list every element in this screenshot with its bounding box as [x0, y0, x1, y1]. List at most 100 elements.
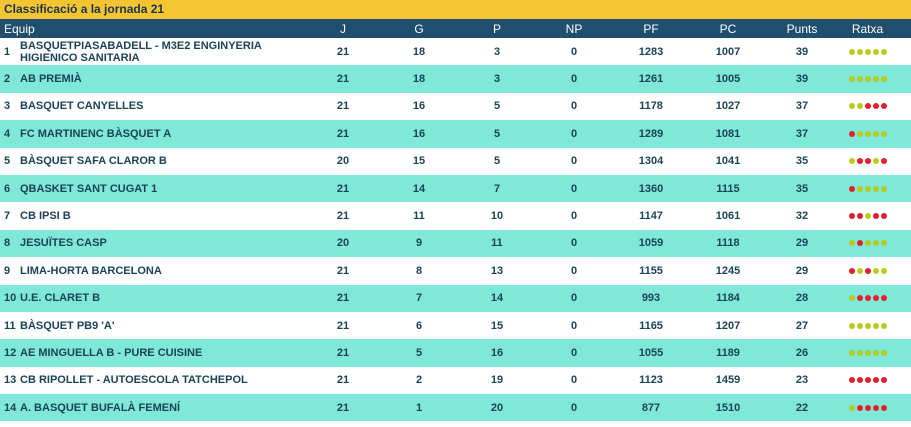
team-name[interactable]: BÀSQUET PB9 'A' [20, 319, 115, 332]
position: 11 [4, 319, 16, 332]
team-cell: 6 QBASKET SANT CUGAT 1 [0, 183, 320, 195]
standing-points: 28 [795, 292, 809, 305]
streak [824, 103, 911, 110]
table-row[interactable]: 6 QBASKET SANT CUGAT 1 21 14 7 0 1360 1115 35 [0, 174, 911, 203]
points-for: 1304 [638, 155, 664, 168]
games-played: 21 [336, 319, 350, 332]
team-name[interactable]: CB RIPOLLET - AUTOESCOLA TATCHEPOL [20, 374, 248, 387]
win-dot-icon [856, 103, 863, 110]
games-not-played: 0 [570, 100, 578, 113]
standing-points: 26 [795, 346, 809, 359]
win-dot-icon [880, 267, 887, 274]
games-lost: 3 [493, 73, 501, 86]
team-name[interactable]: FC MARTINENC BÀSQUET A [20, 127, 172, 140]
games-lost: 16 [490, 346, 504, 359]
table-row[interactable]: 7 CB IPSI B 21 11 10 0 1147 1061 32 [0, 202, 911, 230]
win-dot-icon [872, 349, 879, 356]
team-name[interactable]: AE MINGUELLA B - PURE CUISINE [20, 346, 203, 359]
header-p: P [492, 21, 501, 36]
table-row[interactable]: 9 LIMA-HORTA BARCELONA 21 8 13 0 1155 1245 29 [0, 257, 911, 285]
table-row[interactable]: 4 FC MARTINENC BÀSQUET A 21 16 5 0 1289 1081 37 [0, 120, 911, 148]
win-dot-icon [864, 240, 871, 247]
team-name[interactable]: LIMA-HORTA BARCELONA [20, 264, 162, 277]
games-lost: 13 [490, 264, 504, 277]
games-not-played: 0 [570, 45, 578, 58]
header-pf: PF [643, 21, 659, 36]
header-punts: Punts [786, 21, 818, 36]
table-row[interactable]: 12 AE MINGUELLA B - PURE CUISINE 21 5 16 0 105… [0, 339, 911, 367]
win-dot-icon [880, 76, 887, 83]
win-dot-icon [872, 267, 879, 274]
loss-dot-icon [872, 103, 879, 110]
win-dot-icon [880, 322, 887, 329]
team-name[interactable]: AB PREMIÀ [20, 73, 82, 86]
games-lost: 7 [493, 182, 501, 195]
win-dot-icon [872, 48, 879, 55]
table-row[interactable]: 1 BASQUETPIASABADELL - M3E2 ENGINYERIA HI… [0, 38, 911, 66]
win-dot-icon [880, 185, 887, 192]
position: 6 [4, 182, 11, 195]
loss-dot-icon [848, 185, 855, 192]
win-dot-icon [872, 130, 879, 137]
loss-dot-icon [856, 240, 863, 247]
games-played: 21 [336, 346, 350, 359]
games-lost: 3 [493, 45, 501, 58]
table-row[interactable]: 3 BASQUET CANYELLES 21 16 5 0 1178 1027 37 [0, 92, 911, 121]
streak [824, 48, 911, 55]
points-for: 1261 [638, 73, 664, 86]
header-j: J [340, 21, 346, 36]
loss-dot-icon [872, 295, 879, 302]
loss-dot-icon [880, 377, 887, 384]
win-dot-icon [856, 185, 863, 192]
games-won: 2 [415, 374, 423, 387]
loss-dot-icon [856, 295, 863, 302]
team-name[interactable]: A. BASQUET BUFALÀ FEMENÍ [20, 401, 181, 414]
team-name[interactable]: BÀSQUET SAFA CLAROR B [20, 155, 167, 168]
loss-dot-icon [856, 158, 863, 165]
table-row[interactable]: 8 JESUÏTES CASP 20 9 11 0 1059 1118 29 [0, 229, 911, 258]
win-dot-icon [856, 130, 863, 137]
header-ratxa: Ratxa [851, 21, 884, 36]
table-row[interactable]: 13 CB RIPOLLET - AUTOESCOLA TATCHEPOL 21 2 1… [0, 366, 911, 395]
team-name[interactable]: JESUÏTES CASP [20, 237, 107, 250]
standing-points: 39 [795, 45, 809, 58]
points-against: 1189 [716, 346, 740, 359]
table-row[interactable]: 5 BÀSQUET SAFA CLAROR B 20 15 5 0 1304 1041 35 [0, 147, 911, 175]
streak [824, 240, 911, 247]
loss-dot-icon [864, 377, 871, 384]
team-name[interactable]: BASQUET CANYELLES [20, 100, 144, 113]
games-not-played: 0 [570, 264, 578, 277]
table-row[interactable]: 11 BÀSQUET PB9 'A' 21 6 15 0 1165 1207 27 [0, 311, 911, 340]
win-dot-icon [848, 158, 855, 165]
position: 12 [4, 346, 17, 359]
team-name[interactable]: QBASKET SANT CUGAT 1 [20, 182, 158, 195]
team-name[interactable]: U.E. CLARET B [20, 292, 101, 305]
team-name[interactable]: BASQUETPIASABADELL - M3E2 ENGINYERIA HIG… [20, 39, 262, 64]
games-lost: 5 [493, 127, 501, 140]
win-dot-icon [864, 130, 871, 137]
standing-points: 39 [795, 73, 809, 86]
team-cell: 1 BASQUETPIASABADELL - M3E2 ENGINYERIA HI… [0, 40, 320, 64]
table-row[interactable]: 14 A. BASQUET BUFALÀ FEMENÍ 21 1 20 0 877 1510 2… [0, 394, 911, 422]
games-played: 21 [336, 127, 350, 140]
loss-dot-icon [880, 103, 887, 110]
table-row[interactable]: 2 AB PREMIÀ 21 18 3 0 1261 1005 39 [0, 65, 911, 93]
games-played: 21 [336, 374, 350, 387]
games-won: 7 [415, 292, 423, 305]
team-cell: 5 BÀSQUET SAFA CLAROR B [0, 155, 320, 167]
table-row[interactable]: 10 U.E. CLARET B 21 7 14 0 993 1184 28 [0, 284, 911, 312]
games-not-played: 0 [570, 237, 578, 250]
win-dot-icon [856, 322, 863, 329]
team-cell: 10 U.E. CLARET B [0, 292, 320, 304]
streak [824, 322, 911, 329]
win-dot-icon [880, 349, 887, 356]
loss-dot-icon [872, 404, 879, 411]
standings-title: Classificació a la jornada 21 [0, 0, 911, 19]
points-against: 1007 [715, 45, 741, 58]
games-won: 8 [415, 264, 423, 277]
standing-points: 22 [795, 401, 809, 414]
streak [824, 76, 911, 83]
win-dot-icon [848, 295, 855, 302]
team-name[interactable]: CB IPSI B [20, 210, 71, 223]
streak [824, 377, 911, 384]
